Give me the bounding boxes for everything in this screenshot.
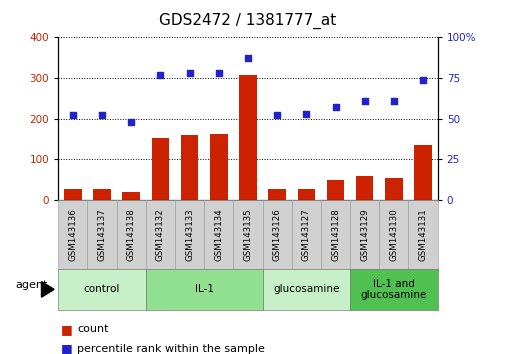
Point xyxy=(156,72,164,78)
Text: GSM143133: GSM143133 xyxy=(185,208,194,261)
Text: GSM143126: GSM143126 xyxy=(272,208,281,261)
Bar xyxy=(355,176,373,200)
Bar xyxy=(326,181,343,200)
Text: GSM143129: GSM143129 xyxy=(360,208,369,261)
Text: GSM143135: GSM143135 xyxy=(243,208,252,261)
Bar xyxy=(180,135,198,200)
Text: GSM143132: GSM143132 xyxy=(156,208,165,261)
Text: IL-1 and
glucosamine: IL-1 and glucosamine xyxy=(360,279,426,300)
Bar xyxy=(64,189,81,200)
Text: count: count xyxy=(77,324,109,334)
Point xyxy=(214,70,222,76)
Point xyxy=(360,98,368,103)
Bar xyxy=(239,75,256,200)
Text: percentile rank within the sample: percentile rank within the sample xyxy=(77,344,265,354)
Bar xyxy=(122,192,140,200)
Bar xyxy=(210,134,227,200)
Text: GSM143130: GSM143130 xyxy=(389,208,397,261)
Bar xyxy=(384,178,402,200)
Text: GSM143131: GSM143131 xyxy=(418,208,427,261)
Point xyxy=(301,111,310,116)
Text: GSM143137: GSM143137 xyxy=(97,208,106,261)
Point xyxy=(127,119,135,125)
Text: GSM143136: GSM143136 xyxy=(68,208,77,261)
Text: GSM143127: GSM143127 xyxy=(301,208,310,261)
Point xyxy=(418,77,426,82)
Bar xyxy=(152,138,169,200)
Point xyxy=(273,113,281,118)
Text: agent: agent xyxy=(15,280,47,290)
Text: GSM143128: GSM143128 xyxy=(330,208,339,261)
Text: glucosamine: glucosamine xyxy=(273,284,339,295)
Point xyxy=(98,113,106,118)
Point xyxy=(185,70,193,76)
Bar xyxy=(297,189,315,200)
Text: GDS2472 / 1381777_at: GDS2472 / 1381777_at xyxy=(159,12,336,29)
Bar xyxy=(414,145,431,200)
Polygon shape xyxy=(41,282,54,297)
Text: GSM143138: GSM143138 xyxy=(126,208,135,261)
Text: IL-1: IL-1 xyxy=(194,284,213,295)
Text: ■: ■ xyxy=(61,342,72,354)
Text: control: control xyxy=(84,284,120,295)
Bar xyxy=(268,189,285,200)
Text: GSM143134: GSM143134 xyxy=(214,208,223,261)
Point xyxy=(243,56,251,61)
Bar xyxy=(93,189,111,200)
Text: ■: ■ xyxy=(61,323,72,336)
Point xyxy=(331,104,339,110)
Point xyxy=(389,98,397,103)
Point xyxy=(69,113,77,118)
